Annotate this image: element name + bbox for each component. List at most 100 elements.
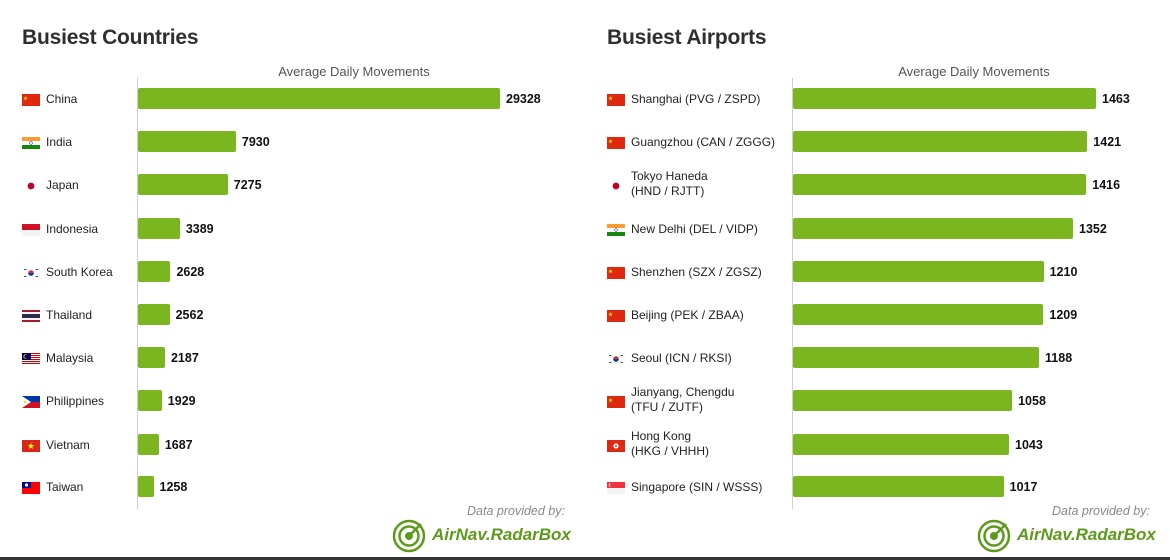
category-label: Indonesia — [46, 222, 99, 236]
data-label: 1209 — [1049, 308, 1078, 322]
category-label: Singapore (SIN / WSSS) — [631, 480, 763, 494]
category-label: Seoul (ICN / RKSI) — [631, 351, 732, 365]
category-label: Japan — [46, 178, 79, 192]
data-label: 2562 — [175, 308, 204, 322]
bar[interactable] — [138, 131, 236, 152]
data-label: 1352 — [1079, 222, 1107, 236]
airports-panel: Busiest Airports Average Daily Movements… — [585, 0, 1170, 560]
data-label: 1188 — [1045, 351, 1073, 365]
data-label: 1421 — [1093, 135, 1122, 149]
bar[interactable] — [138, 390, 162, 411]
bar[interactable] — [138, 261, 171, 282]
bar[interactable] — [138, 476, 154, 497]
bar[interactable] — [793, 88, 1096, 109]
data-label: 29328 — [506, 92, 541, 106]
bar-row: Seoul (ICN / RKSI) 1188 — [585, 346, 1170, 370]
bar-row: Thailand 2562 — [0, 303, 585, 327]
data-label: 1210 — [1049, 265, 1078, 279]
flag-icon — [607, 309, 625, 322]
bar[interactable] — [793, 476, 1004, 497]
flag-icon — [607, 481, 625, 494]
radarbox-logo[interactable]: AirNav.RadarBox — [977, 519, 1157, 553]
category-label: Shanghai (PVG / ZSPD) — [631, 92, 761, 106]
bar[interactable] — [138, 434, 159, 455]
data-label: 2187 — [170, 351, 199, 365]
bar-row: Vietnam 1687 — [0, 433, 585, 457]
flag-icon — [607, 136, 625, 149]
chart-title: Busiest Countries — [22, 26, 199, 49]
logo-text: AirNav.RadarBox — [432, 525, 571, 544]
column-header: Average Daily Movements — [278, 64, 430, 79]
data-label: 1258 — [159, 480, 188, 494]
bar-row: Shanghai (PVG / ZSPD) 1463 — [585, 87, 1170, 111]
flag-icon — [607, 179, 625, 192]
flag-icon — [607, 266, 625, 279]
flag-icon — [607, 352, 625, 365]
bar-row: Malaysia 2187 — [0, 346, 585, 370]
data-label: 1463 — [1102, 92, 1130, 106]
category-label: Shenzhen (SZX / ZGSZ) — [631, 265, 762, 279]
data-label: 1929 — [167, 394, 196, 408]
flag-icon — [22, 179, 40, 192]
bar[interactable] — [138, 304, 170, 325]
logo-text: AirNav.RadarBox — [1017, 525, 1156, 544]
bar[interactable] — [793, 261, 1044, 282]
column-header: Average Daily Movements — [898, 64, 1050, 79]
bar-row: South Korea 2628 — [0, 260, 585, 284]
countries-panel: Busiest Countries Average Daily Movement… — [0, 26, 585, 553]
bar[interactable] — [793, 304, 1044, 325]
bar[interactable] — [793, 347, 1040, 368]
flag-icon — [22, 93, 40, 106]
category-label: Malaysia — [46, 351, 94, 365]
flag-icon — [607, 223, 625, 236]
category-label: Jianyang, Chengdu (TFU / ZUTF) — [631, 385, 735, 414]
category-label: Hong Kong (HKG / VHHH) — [631, 429, 709, 458]
flag-icon — [22, 481, 40, 494]
category-label: Thailand — [46, 308, 93, 322]
flag-icon — [22, 223, 40, 236]
data-provided-note: Data provided by: — [1052, 504, 1150, 518]
bar-row: India 7930 — [0, 130, 585, 154]
bar[interactable] — [138, 218, 180, 239]
bar-row: New Delhi (DEL / VIDP) 1352 — [585, 217, 1170, 241]
bar[interactable] — [793, 390, 1013, 411]
flag-icon — [22, 439, 40, 452]
data-label: 3389 — [185, 222, 214, 236]
category-label: New Delhi (DEL / VIDP) — [631, 222, 758, 236]
category-label: Philippines — [46, 394, 105, 408]
bar[interactable] — [793, 434, 1009, 455]
data-label: 1687 — [164, 438, 193, 452]
data-label: 1416 — [1092, 178, 1121, 192]
data-label: 7275 — [233, 178, 262, 192]
data-label: 2628 — [176, 265, 205, 279]
bar-row: Tokyo Haneda (HND / RJTT) 1416 — [585, 169, 1170, 198]
data-provided-note: Data provided by: — [467, 504, 565, 518]
category-label: Guangzhou (CAN / ZGGG) — [631, 135, 776, 149]
chart-title: Busiest Airports — [607, 26, 767, 49]
category-label: Taiwan — [46, 480, 84, 494]
category-label: Vietnam — [46, 438, 90, 452]
category-label: Beijing (PEK / ZBAA) — [631, 308, 744, 322]
flag-icon — [22, 136, 40, 149]
bar[interactable] — [138, 347, 165, 368]
bar-row: Singapore (SIN / WSSS) 1017 — [585, 475, 1170, 499]
flag-icon — [22, 395, 40, 408]
bar[interactable] — [138, 88, 500, 109]
category-label: South Korea — [46, 265, 113, 279]
bar[interactable] — [793, 131, 1088, 152]
flag-icon — [22, 309, 40, 322]
bar-row: Indonesia 3389 — [0, 217, 585, 241]
flag-icon — [22, 352, 40, 365]
bar-row: China 29328 — [0, 87, 585, 111]
bar[interactable] — [793, 218, 1073, 239]
category-label: India — [46, 135, 73, 149]
data-label: 1058 — [1018, 394, 1046, 408]
bar-row: Philippines 1929 — [0, 389, 585, 413]
bar-row: Guangzhou (CAN / ZGGG) 1421 — [585, 130, 1170, 154]
bar[interactable] — [793, 174, 1087, 195]
bar-row: Beijing (PEK / ZBAA) 1209 — [585, 303, 1170, 327]
axis-line — [137, 78, 138, 509]
radarbox-logo[interactable]: AirNav.RadarBox — [392, 519, 572, 553]
axis-line — [792, 78, 793, 509]
bar[interactable] — [138, 174, 228, 195]
